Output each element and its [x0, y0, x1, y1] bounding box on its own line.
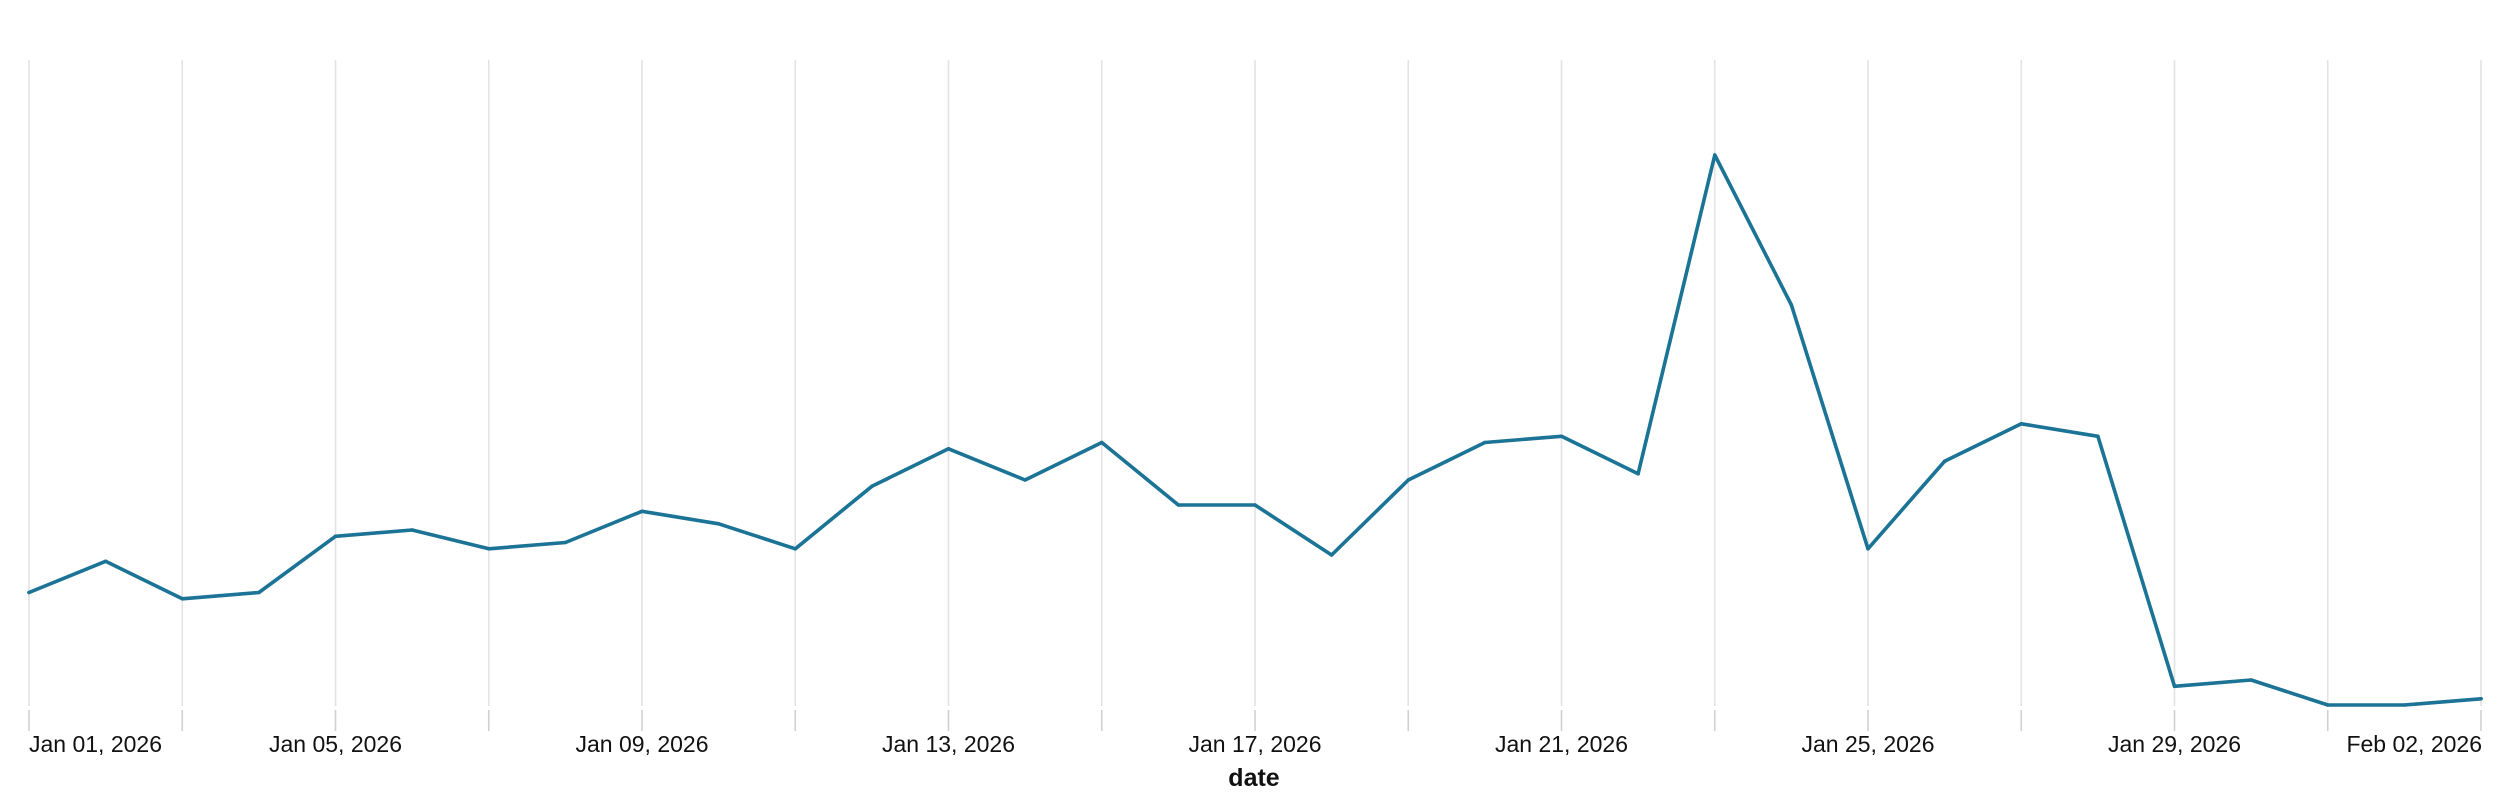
- data-point: [1559, 434, 1564, 439]
- data-point: [1099, 440, 1104, 445]
- x-tick-label: Jan 09, 2026: [575, 731, 708, 757]
- data-point: [563, 540, 568, 545]
- data-point: [180, 596, 185, 601]
- data-point: [1942, 459, 1947, 464]
- x-tick-label: Jan 29, 2026: [2108, 731, 2241, 757]
- x-tick-label: Jan 05, 2026: [269, 731, 402, 757]
- data-point: [1253, 503, 1257, 507]
- data-point: [1406, 478, 1411, 482]
- data-point: [1483, 440, 1487, 445]
- data-point: [1712, 153, 1717, 157]
- x-tick-label: Jan 17, 2026: [1188, 731, 1321, 757]
- data-point: [486, 546, 491, 551]
- data-point: [640, 509, 644, 514]
- data-point: [1329, 553, 1334, 557]
- series-layer: [27, 153, 2483, 707]
- data-point: [716, 521, 721, 526]
- data-point: [103, 559, 108, 564]
- data-point: [2249, 678, 2253, 682]
- data-point: [1176, 503, 1181, 507]
- data-point: [1023, 478, 1027, 482]
- data-point: [1866, 546, 1870, 551]
- data-point: [2172, 684, 2177, 689]
- data-point: [793, 546, 798, 551]
- data-point: [27, 590, 31, 595]
- data-point: [410, 528, 414, 532]
- data-point: [333, 534, 338, 539]
- data-point: [2402, 703, 2407, 707]
- data-point: [870, 484, 874, 489]
- x-tick-label: Jan 01, 2026: [29, 731, 162, 757]
- x-tick-label: Jan 13, 2026: [882, 731, 1015, 757]
- x-tick-label: Feb 02, 2026: [2346, 731, 2482, 757]
- data-point: [946, 446, 951, 451]
- vertical-gridlines: [28, 60, 2482, 706]
- x-tick-label: Jan 21, 2026: [1495, 731, 1628, 757]
- data-point: [2096, 434, 2100, 439]
- data-point: [1789, 303, 1794, 307]
- x-tick-label: Jan 25, 2026: [1801, 731, 1934, 757]
- data-point: [2479, 696, 2483, 701]
- data-point: [257, 590, 261, 595]
- data-point: [1636, 471, 1640, 476]
- data-point: [2019, 421, 2024, 426]
- data-point: [2325, 703, 2330, 707]
- x-axis-title: date: [1228, 764, 1280, 792]
- x-axis-ticks: Jan 01, 2026 Jan 05, 2026 Jan 09, 2026 Jan …: [28, 710, 2482, 757]
